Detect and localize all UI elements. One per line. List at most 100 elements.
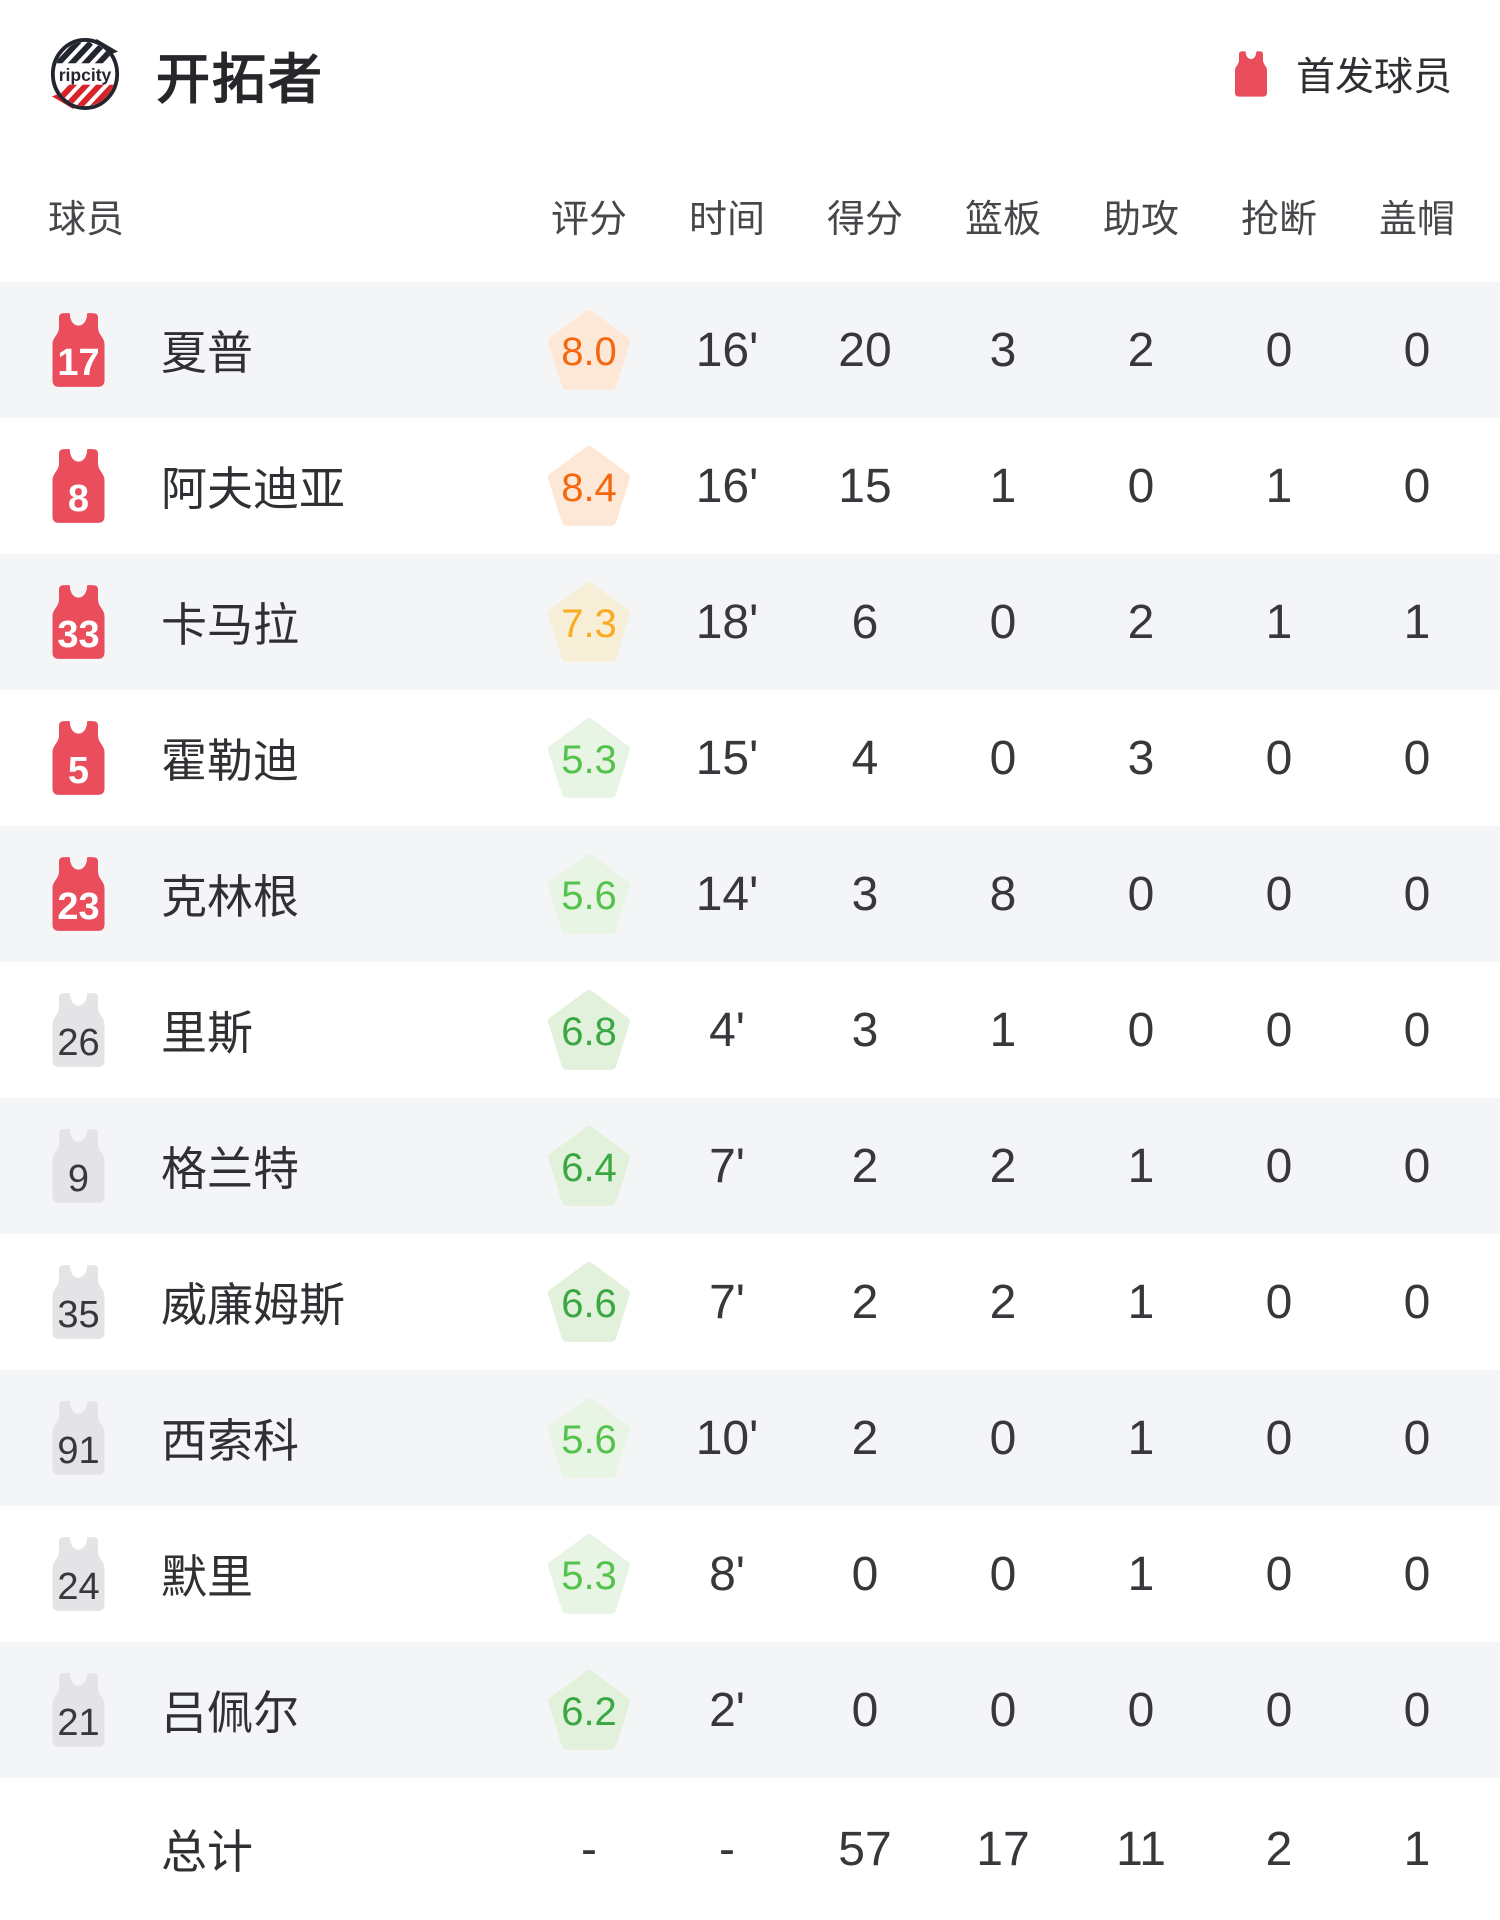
rebounds-cell: 2 xyxy=(989,1275,1017,1329)
player-row[interactable]: 17 夏普 8.0 16' 20 3 2 0 0 xyxy=(0,282,1500,418)
assists-cell: 2 xyxy=(1127,323,1155,377)
player-row[interactable]: 26 里斯 6.8 4' 3 1 0 0 0 xyxy=(0,962,1500,1098)
jersey-number: 26 xyxy=(57,1022,100,1064)
total-rebounds: 17 xyxy=(976,1822,1030,1876)
player-cell: 17 夏普 xyxy=(48,311,520,389)
jersey-icon: 24 xyxy=(48,1535,109,1613)
jersey-number: 23 xyxy=(57,886,100,928)
rating-value: 6.2 xyxy=(561,1690,617,1735)
rebounds-cell: 0 xyxy=(989,1411,1017,1465)
blocks-cell: 0 xyxy=(1403,731,1431,785)
jersey-icon: 26 xyxy=(48,991,109,1069)
jersey-number: 17 xyxy=(57,342,100,384)
rating-badge: 5.3 xyxy=(547,1533,631,1615)
assists-cell: 0 xyxy=(1127,867,1155,921)
assists-cell: 1 xyxy=(1127,1139,1155,1193)
total-blocks: 1 xyxy=(1403,1822,1431,1876)
points-cell: 2 xyxy=(851,1275,879,1329)
steals-cell: 0 xyxy=(1265,731,1293,785)
steals-cell: 0 xyxy=(1265,1003,1293,1057)
rating-value: 5.3 xyxy=(561,1554,617,1599)
rating-value: 5.6 xyxy=(561,1418,617,1463)
rebounds-cell: 2 xyxy=(989,1139,1017,1193)
rating-cell: 7.3 xyxy=(520,581,658,663)
rating-badge: 8.0 xyxy=(547,309,631,391)
rating-value: 7.3 xyxy=(561,602,617,647)
team-name: 开拓者 xyxy=(156,49,324,110)
player-row[interactable]: 33 卡马拉 7.3 18' 6 0 2 1 1 xyxy=(0,554,1500,690)
rating-value: 6.8 xyxy=(561,1010,617,1055)
player-cell: 35 威廉姆斯 xyxy=(48,1263,520,1341)
time-cell: 4' xyxy=(709,1003,745,1057)
player-row[interactable]: 35 威廉姆斯 6.6 7' 2 2 1 0 0 xyxy=(0,1234,1500,1370)
player-row[interactable]: 23 克林根 5.6 14' 3 8 0 0 0 xyxy=(0,826,1500,962)
player-cell: 91 西索科 xyxy=(48,1399,520,1477)
jersey-icon: 23 xyxy=(48,855,109,933)
svg-text:ripcity: ripcity xyxy=(59,65,112,85)
rating-value: 6.4 xyxy=(561,1146,617,1191)
col-rating: 评分 xyxy=(550,198,627,241)
player-cell: 24 默里 xyxy=(48,1535,520,1613)
col-points: 得分 xyxy=(826,198,903,241)
blocks-cell: 0 xyxy=(1403,323,1431,377)
player-row[interactable]: 91 西索科 5.6 10' 2 0 1 0 0 xyxy=(0,1370,1500,1506)
player-row[interactable]: 24 默里 5.3 8' 0 0 1 0 0 xyxy=(0,1506,1500,1642)
steals-cell: 1 xyxy=(1265,595,1293,649)
steals-cell: 0 xyxy=(1265,1547,1293,1601)
rating-cell: 5.3 xyxy=(520,717,658,799)
steals-cell: 0 xyxy=(1265,1275,1293,1329)
rating-value: 8.4 xyxy=(561,466,617,511)
jersey-icon: 35 xyxy=(48,1263,109,1341)
time-cell: 16' xyxy=(695,459,759,513)
rating-badge: 7.3 xyxy=(547,581,631,663)
assists-cell: 3 xyxy=(1127,731,1155,785)
rating-cell: 6.8 xyxy=(520,989,658,1071)
player-cell: 23 克林根 xyxy=(48,855,520,933)
rebounds-cell: 0 xyxy=(989,1683,1017,1737)
col-time: 时间 xyxy=(688,198,765,241)
total-time: - xyxy=(719,1822,735,1876)
player-name: 霍勒迪 xyxy=(161,735,299,787)
rating-cell: 6.2 xyxy=(520,1669,658,1751)
rebounds-cell: 0 xyxy=(989,731,1017,785)
player-name: 夏普 xyxy=(161,327,253,379)
points-cell: 6 xyxy=(851,595,879,649)
rating-cell: 5.6 xyxy=(520,1397,658,1479)
points-cell: 15 xyxy=(838,459,892,513)
rating-value: 6.6 xyxy=(561,1282,617,1327)
col-assists: 助攻 xyxy=(1102,198,1179,241)
rating-badge: 6.2 xyxy=(547,1669,631,1751)
table-header: 球员 评分 时间 得分 篮板 助攻 抢断 盖帽 xyxy=(0,148,1500,282)
time-cell: 15' xyxy=(695,731,759,785)
rating-value: 5.3 xyxy=(561,738,617,783)
time-cell: 10' xyxy=(695,1411,759,1465)
jersey-icon: 21 xyxy=(48,1671,109,1749)
steals-cell: 0 xyxy=(1265,1411,1293,1465)
total-assists: 11 xyxy=(1116,1822,1166,1876)
starter-legend-label: 首发球员 xyxy=(1295,56,1452,99)
blocks-cell: 1 xyxy=(1403,595,1431,649)
jersey-icon: 17 xyxy=(48,311,109,389)
time-cell: 18' xyxy=(695,595,759,649)
jersey-number: 5 xyxy=(67,750,90,792)
points-cell: 2 xyxy=(851,1411,879,1465)
assists-cell: 0 xyxy=(1127,459,1155,513)
rebounds-cell: 3 xyxy=(989,323,1017,377)
time-cell: 8' xyxy=(709,1547,745,1601)
points-cell: 0 xyxy=(851,1547,879,1601)
starter-legend: 首发球员 xyxy=(1232,46,1452,102)
assists-cell: 1 xyxy=(1127,1275,1155,1329)
rebounds-cell: 0 xyxy=(989,595,1017,649)
total-row: 总计 - - 57 17 11 2 1 xyxy=(0,1778,1500,1920)
points-cell: 20 xyxy=(838,323,892,377)
player-row[interactable]: 5 霍勒迪 5.3 15' 4 0 3 0 0 xyxy=(0,690,1500,826)
player-cell: 9 格兰特 xyxy=(48,1127,520,1205)
rating-value: 8.0 xyxy=(561,330,617,375)
rating-cell: 8.4 xyxy=(520,445,658,527)
points-cell: 2 xyxy=(851,1139,879,1193)
player-row[interactable]: 9 格兰特 6.4 7' 2 2 1 0 0 xyxy=(0,1098,1500,1234)
player-row[interactable]: 21 吕佩尔 6.2 2' 0 0 0 0 0 xyxy=(0,1642,1500,1778)
total-label: 总计 xyxy=(161,1826,253,1878)
player-row[interactable]: 8 阿夫迪亚 8.4 16' 15 1 0 1 0 xyxy=(0,418,1500,554)
jersey-number: 35 xyxy=(57,1294,100,1336)
